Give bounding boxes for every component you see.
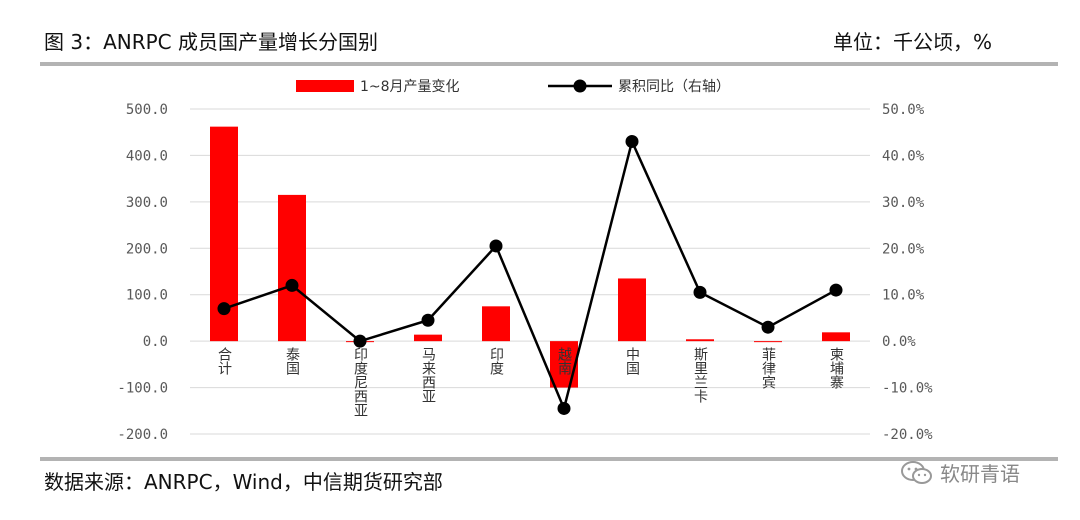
bar (550, 341, 578, 388)
wechat-icon (901, 461, 932, 484)
category-label: 印度 (488, 347, 504, 375)
line-point (625, 135, 639, 148)
y-left-tick-label: 100.0 (126, 288, 168, 304)
chart-header: 图 3：ANRPC 成员国产量增长分国别 单位：千公顷，% (0, 0, 1080, 70)
category-label: 斯里兰卡 (692, 347, 708, 403)
line-point (693, 285, 707, 299)
y-right-tick-label: -20.0% (882, 427, 933, 443)
line-point (557, 401, 571, 415)
y-left-tick-label: 400.0 (126, 148, 168, 164)
source-note: 数据来源：ANRPC，Wind，中信期货研究部 (44, 470, 443, 494)
legend-line-marker (573, 79, 587, 93)
category-label: 柬埔寨 (828, 347, 844, 389)
y-left-tick-label: -100.0 (117, 381, 168, 397)
combo-chart: -200.0 -100.0 0.0 100.0 200.0 300.0 400.0 500.0… (117, 79, 933, 443)
y-left-tick-label: 0.0 (143, 334, 168, 350)
y-left-tick-label: 500.0 (126, 102, 168, 118)
line-point (761, 320, 775, 334)
y-right-tick-label: 40.0% (882, 148, 925, 164)
bar (754, 341, 782, 343)
y-left-tick-label: -200.0 (117, 427, 168, 443)
bar (618, 278, 646, 342)
line-point (217, 302, 231, 316)
line-point (829, 283, 843, 297)
bar (278, 194, 306, 342)
figure-title: 图 3：ANRPC 成员国产量增长分国别 (44, 30, 379, 54)
bar (686, 339, 714, 342)
line-point (489, 239, 503, 253)
y-right-tick-label: 20.0% (882, 241, 925, 257)
bar (482, 306, 510, 342)
y-right-tick-label: -10.0% (882, 381, 933, 397)
category-label: 越南 (556, 347, 572, 375)
legend-bar-label: 1~8月产量变化 (360, 79, 460, 95)
line-point (353, 334, 367, 348)
line-point (285, 278, 299, 292)
category-label: 合计 (216, 347, 232, 375)
y-left-tick-label: 200.0 (126, 241, 168, 257)
unit-label: 单位：千公顷，% (832, 30, 992, 54)
top-rule (40, 62, 1058, 66)
watermark-text: 软研青语 (940, 462, 1020, 486)
category-label: 印度尼西亚 (352, 347, 368, 417)
category-label: 中国 (624, 347, 640, 375)
bar (414, 334, 442, 342)
category-label: 马来西亚 (420, 347, 436, 403)
bar (822, 332, 850, 342)
watermark: 软研青语 (900, 458, 1060, 488)
legend-line-label: 累积同比（右轴） (618, 79, 730, 95)
y-right-tick-label: 30.0% (882, 195, 925, 211)
y-right-tick-label: 10.0% (882, 288, 925, 304)
line-point (421, 313, 435, 327)
category-label: 菲律宾 (760, 347, 776, 389)
legend-bar-swatch (296, 80, 354, 92)
category-label: 泰国 (284, 347, 300, 375)
y-right-tick-label: 50.0% (882, 102, 925, 118)
y-right-tick-label: 0.0% (882, 334, 916, 350)
series-line (223, 137, 837, 413)
bottom-rule (40, 457, 1058, 461)
y-left-tick-label: 300.0 (126, 195, 168, 211)
